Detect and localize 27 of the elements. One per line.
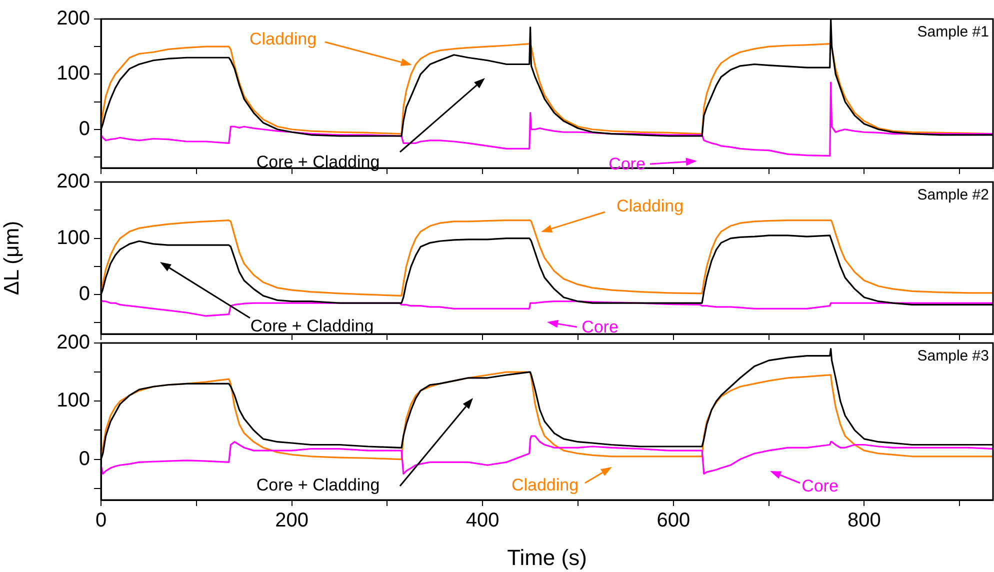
text: Cladding — [616, 196, 684, 216]
series-label: Core + Cladding — [250, 316, 374, 336]
legend-label: Core — [802, 476, 838, 496]
y-tick-label: 200 — [56, 170, 90, 193]
series-label: Core + Cladding — [256, 152, 380, 172]
y-tick-label: 200 — [56, 332, 90, 354]
x-axis-title: Time (s) — [507, 544, 587, 570]
y-tick-label: 100 — [56, 390, 90, 412]
y-axis-title: ΔL (μm) — [0, 220, 24, 296]
y-tick-label: 100 — [56, 62, 90, 85]
x-tick-label: 200 — [275, 510, 308, 532]
x-tick-label: 400 — [466, 510, 500, 532]
x-tick-label: 600 — [656, 510, 690, 532]
y-tick-label: 200 — [56, 8, 90, 30]
y-tick-label: 0 — [78, 118, 90, 140]
x-tick-label: 0 — [95, 510, 107, 532]
annotation: Sample #1 — [917, 24, 989, 41]
legend-label: Core — [582, 318, 618, 337]
annotation: Sample #2 — [917, 186, 989, 204]
series-label: Cladding — [511, 476, 579, 495]
annotation: Sample #3 — [917, 348, 989, 365]
y-tick-label: 100 — [56, 226, 90, 249]
x-tick-label: 800 — [848, 510, 881, 532]
series-label: Cladding — [249, 30, 317, 49]
y-tick-label: 0 — [78, 448, 90, 470]
series-label: Core + Cladding — [256, 476, 380, 495]
y-tick-label: 0 — [78, 283, 90, 306]
